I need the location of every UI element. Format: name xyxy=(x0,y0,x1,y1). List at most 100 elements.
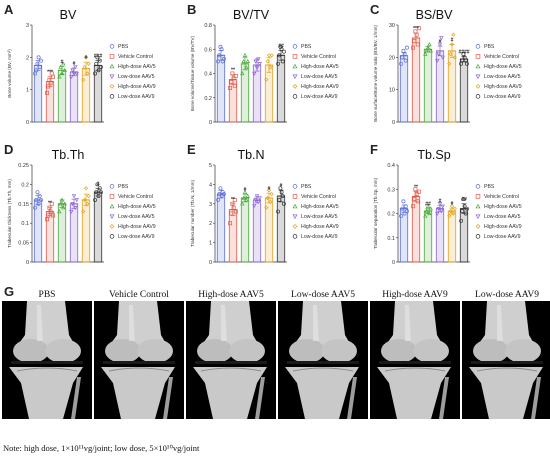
bar xyxy=(399,208,409,263)
data-point xyxy=(403,204,408,209)
significance-label: ** xyxy=(414,185,418,191)
data-point xyxy=(401,199,406,204)
data-point xyxy=(232,197,237,202)
legend-marker xyxy=(475,184,481,189)
legend-marker xyxy=(292,94,298,99)
bar xyxy=(459,208,469,263)
data-point xyxy=(216,197,221,202)
data-point xyxy=(35,61,40,66)
data-point xyxy=(411,204,416,209)
data-point xyxy=(280,59,285,64)
data-point xyxy=(399,61,404,66)
y-tick-label: 3 xyxy=(209,202,212,208)
legend-marker xyxy=(109,63,115,69)
legend-label: High-dose AAV9 xyxy=(118,224,156,230)
data-point xyxy=(412,196,417,201)
y-tick-label: 0.1 xyxy=(387,236,395,242)
data-point xyxy=(46,84,51,89)
data-point xyxy=(451,211,456,216)
significance-label: ** xyxy=(48,201,52,207)
micro-ct-knee-image xyxy=(278,301,368,419)
legend-marker xyxy=(292,203,298,209)
data-point xyxy=(241,59,246,64)
data-point xyxy=(404,209,409,214)
data-point xyxy=(449,204,455,209)
data-point xyxy=(256,57,261,62)
data-point xyxy=(58,64,63,69)
data-point xyxy=(447,213,452,219)
chart-title: Tb.Sp xyxy=(417,148,450,162)
legend-label: PBS xyxy=(118,184,129,190)
legend-label: PBS xyxy=(301,184,312,190)
data-point xyxy=(278,186,283,191)
data-point xyxy=(59,197,65,202)
data-point xyxy=(425,45,431,50)
legend-marker xyxy=(109,224,115,229)
data-point xyxy=(220,190,225,195)
data-point xyxy=(266,53,272,58)
significance-label: ## xyxy=(461,197,467,203)
data-point xyxy=(86,193,91,199)
y-tick-label: 0.3 xyxy=(387,187,395,193)
data-point xyxy=(423,213,428,218)
bar xyxy=(252,64,262,123)
data-point xyxy=(221,192,226,197)
data-point xyxy=(49,201,54,206)
data-point xyxy=(57,74,62,79)
data-point xyxy=(400,55,405,60)
data-point xyxy=(281,49,286,54)
legend-marker xyxy=(292,214,298,220)
legend-label: Low-dose AAV5 xyxy=(484,214,521,220)
data-point xyxy=(459,61,464,66)
data-point xyxy=(264,205,269,210)
data-point xyxy=(83,55,89,60)
micro-ct-image-row: PBS Vehicle Control High-dose AAV5 Low-dose… xyxy=(0,290,550,440)
legend-label: High-dose AAV5 xyxy=(484,204,522,210)
bar xyxy=(264,197,274,263)
legend-marker xyxy=(475,84,481,89)
data-point xyxy=(435,58,440,63)
bar xyxy=(435,208,445,263)
bar xyxy=(264,64,274,123)
data-point xyxy=(70,202,75,207)
data-point xyxy=(440,55,445,60)
data-point xyxy=(45,90,50,95)
data-point xyxy=(461,197,466,201)
legend-marker xyxy=(109,184,115,189)
legend-marker xyxy=(292,84,298,89)
data-point xyxy=(36,55,41,60)
data-point xyxy=(268,199,273,204)
data-point xyxy=(97,186,102,191)
legend-label: High-dose AAV9 xyxy=(118,84,156,90)
data-point xyxy=(48,81,53,86)
significance-label: ** xyxy=(231,197,235,203)
y-tick-label: 4 xyxy=(209,182,212,188)
chart-panel-c: C BS/BV 0 10 20 30 Bone surface/Bone volume ra… xyxy=(370,2,522,126)
data-point xyxy=(427,42,432,47)
data-point xyxy=(416,189,421,194)
data-point xyxy=(95,182,100,187)
data-point xyxy=(245,59,250,64)
data-point xyxy=(436,207,441,211)
data-point xyxy=(48,209,53,214)
data-point xyxy=(37,194,42,198)
data-point xyxy=(464,206,469,211)
data-point xyxy=(415,199,420,204)
legend-label: Low-dose AAV5 xyxy=(118,74,155,80)
data-point xyxy=(45,217,50,222)
y-tick-label: 1 xyxy=(26,88,29,94)
y-tick-label: 0.4 xyxy=(387,163,395,169)
data-point xyxy=(402,52,407,57)
ct-column-header: PBS xyxy=(38,290,56,300)
y-tick-label: 0 xyxy=(26,260,29,266)
data-point xyxy=(85,201,90,206)
data-point xyxy=(424,48,429,53)
data-point xyxy=(403,58,408,63)
y-tick-label: 0.1 xyxy=(21,221,29,227)
bar xyxy=(216,193,226,263)
data-point xyxy=(281,201,286,206)
data-point xyxy=(218,186,223,191)
significance-label: # xyxy=(85,55,88,61)
legend-label: Low-dose AAV5 xyxy=(484,74,521,80)
data-point xyxy=(244,197,249,202)
